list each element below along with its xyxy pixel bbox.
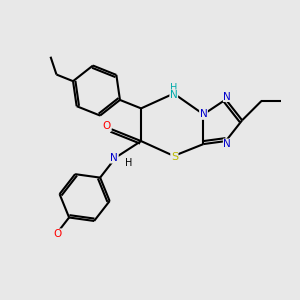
Text: N: N	[200, 109, 207, 119]
Text: S: S	[171, 152, 178, 162]
Text: H: H	[124, 158, 132, 168]
Text: O: O	[53, 229, 62, 239]
Text: N: N	[170, 90, 178, 100]
Text: N: N	[224, 139, 231, 149]
Text: N: N	[110, 153, 118, 163]
Text: H: H	[170, 83, 178, 93]
Text: O: O	[103, 121, 111, 131]
Text: N: N	[224, 92, 231, 101]
